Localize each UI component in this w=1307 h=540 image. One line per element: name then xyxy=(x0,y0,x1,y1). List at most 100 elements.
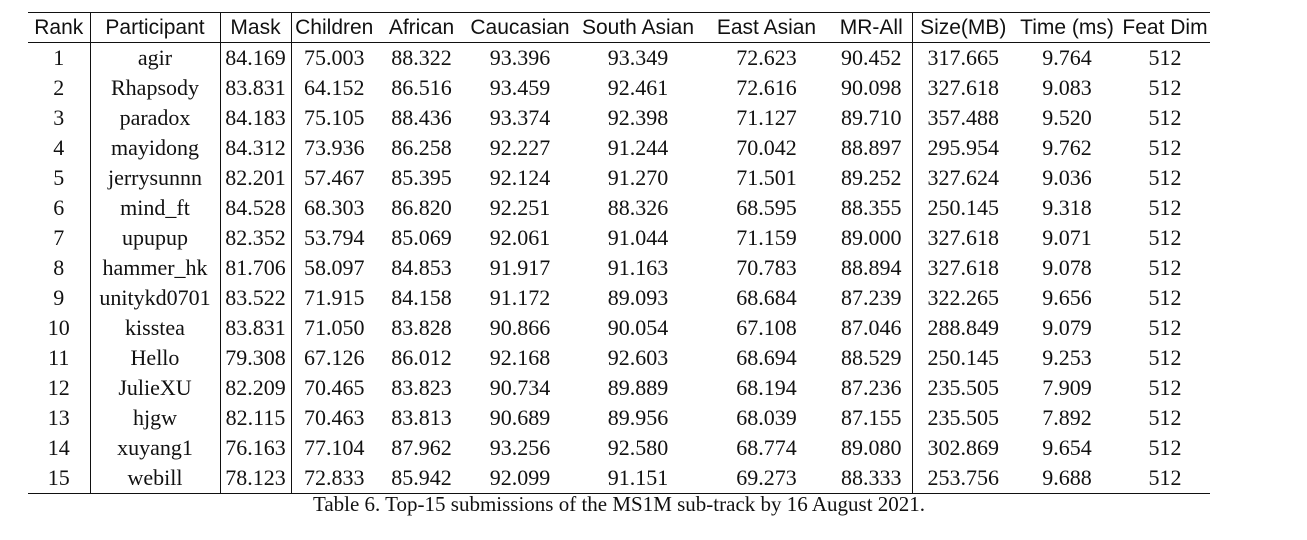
table-cell: upupup xyxy=(90,223,221,253)
column-header: Children xyxy=(291,12,377,43)
table-cell: 253.756 xyxy=(912,463,1014,494)
table-cell: 89.889 xyxy=(607,375,669,400)
table-row: 15 webill 78.123 72.833 85.942 92.099 91.151 69… xyxy=(28,463,1210,494)
table-cell: 15 xyxy=(28,463,91,494)
table-cell: 69.273 xyxy=(702,463,831,494)
table-cell: 512 xyxy=(1148,225,1182,250)
table-cell: 12 xyxy=(28,373,91,403)
table-cell: 9.654 xyxy=(1042,435,1092,460)
table-cell: 92.251 xyxy=(489,195,551,220)
table-cell: 82.209 xyxy=(220,373,292,403)
table-cell: 91.163 xyxy=(607,255,669,280)
table-cell: 92.061 xyxy=(489,225,551,250)
table-cell: 90.452 xyxy=(831,42,913,73)
table-cell: 357.488 xyxy=(927,105,1000,130)
table-cell: 89.710 xyxy=(831,103,913,133)
table-cell: 9.520 xyxy=(1042,105,1092,130)
table-cell: 288.849 xyxy=(927,315,1000,340)
column-header: East Asian xyxy=(702,12,831,43)
table-cell: 9.762 xyxy=(1042,135,1092,160)
table-cell: 76.163 xyxy=(220,433,292,463)
table-cell: 92.227 xyxy=(489,135,551,160)
table-cell: 322.265 xyxy=(927,285,1000,310)
table-cell: 85.069 xyxy=(391,225,452,250)
table-cell: 88.333 xyxy=(831,463,913,494)
results-table: Rank Participant Mask Children African Caucas… xyxy=(28,12,1210,494)
table-cell: 88.894 xyxy=(831,253,913,283)
table-cell: 327.618 xyxy=(927,225,1000,250)
table-cell: 68.595 xyxy=(736,195,797,220)
table-cell: 73.936 xyxy=(304,135,365,160)
table-cell: 82.352 xyxy=(220,223,292,253)
table-cell: 9.253 xyxy=(1042,345,1092,370)
table-cell: 87.962 xyxy=(391,435,452,460)
table-cell: hjgw xyxy=(90,403,221,433)
table-cell: 77.104 xyxy=(304,435,365,460)
table-cell: 75.003 xyxy=(304,45,365,70)
table-cell: 85.942 xyxy=(377,463,466,494)
table-cell: 10 xyxy=(28,313,91,343)
table-cell: xuyang1 xyxy=(90,433,221,463)
table-cell: 90.734 xyxy=(489,375,551,400)
table-cell: 72.833 xyxy=(291,463,377,494)
table-cell: 78.123 xyxy=(220,463,292,494)
table-cell: 512 xyxy=(1148,75,1182,100)
table-cell: webill xyxy=(90,463,221,494)
table-cell: 89.956 xyxy=(607,405,669,430)
table-cell: 8 xyxy=(28,253,91,283)
table-cell: 512 xyxy=(1148,405,1182,430)
table-cell: 9.318 xyxy=(1042,195,1092,220)
table-cell: 84.183 xyxy=(220,103,292,133)
table-cell: 92.580 xyxy=(607,435,669,460)
table-cell: jerrysunnn xyxy=(90,163,221,193)
table-cell: 91.244 xyxy=(607,135,669,160)
table-cell: 71.159 xyxy=(736,225,797,250)
table-cell: 302.869 xyxy=(927,435,1000,460)
table-cell: 67.108 xyxy=(736,315,797,340)
table-cell: 68.684 xyxy=(736,285,797,310)
table-cell: 89.000 xyxy=(831,223,913,253)
table-cell: 88.529 xyxy=(831,343,913,373)
table-cell: 70.042 xyxy=(736,135,797,160)
table-cell: 317.665 xyxy=(927,45,1000,70)
table-cell: 89.093 xyxy=(607,285,669,310)
table-cell: 93.349 xyxy=(607,45,669,70)
column-header: South Asian xyxy=(574,12,702,43)
table-cell: 90.054 xyxy=(607,315,669,340)
table-cell: paradox xyxy=(90,103,221,133)
table-cell: 9.688 xyxy=(1014,463,1120,494)
table-cell: 70.465 xyxy=(304,375,365,400)
table-cell: 71.050 xyxy=(304,315,365,340)
table-cell: 83.831 xyxy=(220,313,292,343)
table-cell: 83.823 xyxy=(391,375,452,400)
table-cell: JulieXU xyxy=(90,373,221,403)
table-cell: 7.909 xyxy=(1042,375,1092,400)
column-header: Feat Dim xyxy=(1120,12,1210,43)
table-cell: 71.127 xyxy=(736,105,797,130)
table-cell: 88.897 xyxy=(831,133,913,163)
table-cell: mind_ft xyxy=(90,193,221,223)
table-cell: 57.467 xyxy=(304,165,365,190)
table-cell: 68.774 xyxy=(736,435,797,460)
table-row: 13 hjgw 82.115 70.463 83.813 90.689 89.956 68.0… xyxy=(28,403,1210,433)
table-cell: 512 xyxy=(1148,375,1182,400)
table-cell: 90.689 xyxy=(489,405,551,430)
table-row: 2 Rhapsody 83.831 64.152 86.516 93.459 92.461 7… xyxy=(28,73,1210,103)
table-row: 11 Hello 79.308 67.126 86.012 92.168 92.603 68.… xyxy=(28,343,1210,373)
table-cell: 70.463 xyxy=(304,405,365,430)
table-cell: 86.820 xyxy=(391,195,452,220)
column-header: Caucasian xyxy=(466,12,574,43)
table-cell: 88.326 xyxy=(607,195,669,220)
table-cell: 79.308 xyxy=(220,343,292,373)
table-cell: 86.516 xyxy=(391,75,452,100)
table-cell: 83.831 xyxy=(220,73,292,103)
table-cell: 88.322 xyxy=(391,45,452,70)
table-cell: 512 xyxy=(1148,135,1182,160)
table-cell: 84.169 xyxy=(220,42,292,73)
table-cell: 90.098 xyxy=(831,73,913,103)
table-cell: 72.616 xyxy=(736,75,797,100)
table-row: 4 mayidong 84.312 73.936 86.258 92.227 91.244 7… xyxy=(28,133,1210,163)
table-row: 12 JulieXU 82.209 70.465 83.823 90.734 89.889 6… xyxy=(28,373,1210,403)
table-row: 8 hammer_hk 81.706 58.097 84.853 91.917 91.163… xyxy=(28,253,1210,283)
table-cell: 91.917 xyxy=(489,255,551,280)
